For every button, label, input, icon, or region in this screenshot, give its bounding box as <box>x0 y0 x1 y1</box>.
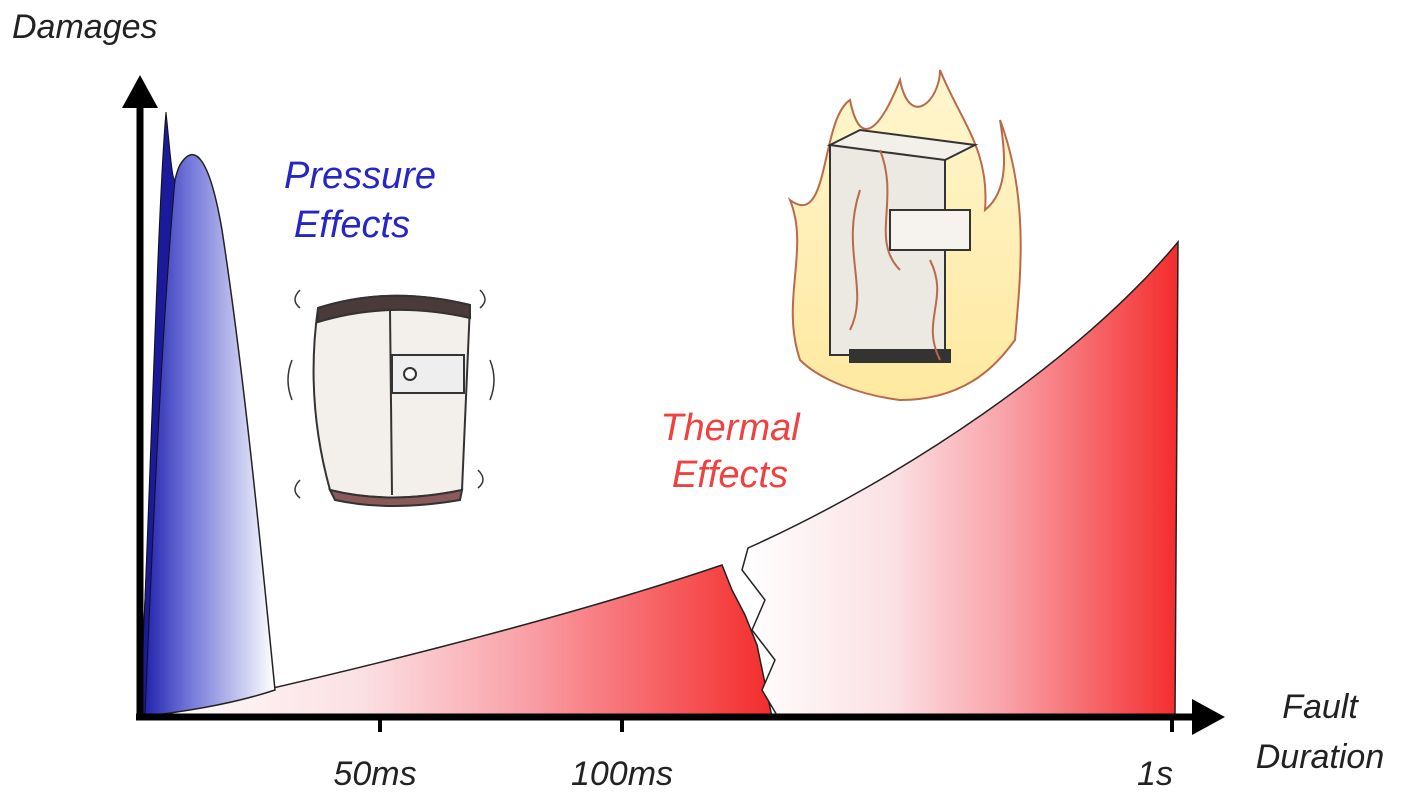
tick-label: 100ms <box>571 755 673 792</box>
pressure-label: Effects <box>294 204 410 246</box>
pressure-label: Pressure <box>284 155 436 197</box>
cabinet-thermal <box>790 70 1021 400</box>
y-arrow <box>122 75 158 108</box>
x-arrow <box>1192 699 1225 735</box>
x-axis-label: Duration <box>1256 738 1385 776</box>
y-axis-label: Damages <box>12 8 158 46</box>
tick-label: 50ms <box>333 755 416 792</box>
x-axis-label: Fault <box>1282 688 1359 726</box>
thermal-label: Thermal <box>660 407 801 449</box>
diagram: Damages Fault Duration 50ms 100ms 1s Pre… <box>0 0 1417 792</box>
thermal-label: Effects <box>672 454 788 496</box>
tick-label: 1s <box>1137 755 1173 792</box>
cabinet-pressure <box>288 290 494 506</box>
